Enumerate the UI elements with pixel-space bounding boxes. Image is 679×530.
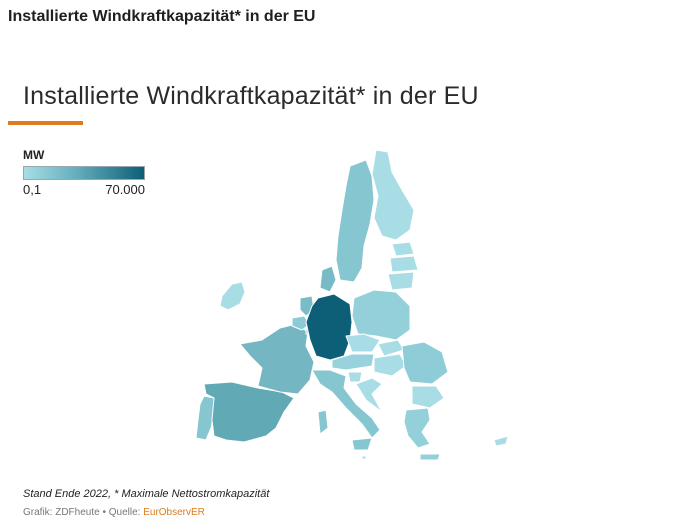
source-link[interactable]: EurObservER bbox=[143, 507, 205, 518]
region-austria[interactable] bbox=[331, 353, 375, 371]
region-portugal[interactable] bbox=[195, 395, 215, 441]
region-lithuania[interactable] bbox=[387, 271, 415, 291]
map-title: Installierte Windkraftkapazität* in der … bbox=[23, 82, 479, 110]
credit-line: Grafik: ZDFheute • Quelle: EurObservER bbox=[23, 507, 205, 518]
region-sweden[interactable] bbox=[335, 159, 375, 283]
title-accent-bar bbox=[8, 121, 83, 125]
region-italy[interactable] bbox=[311, 369, 381, 439]
region-cyprus[interactable] bbox=[493, 435, 509, 447]
legend-unit: MW bbox=[23, 148, 45, 162]
region-latvia[interactable] bbox=[389, 255, 419, 273]
region-crete[interactable] bbox=[419, 453, 441, 460]
region-belgium[interactable] bbox=[291, 315, 311, 331]
region-slovenia[interactable] bbox=[347, 371, 363, 383]
region-denmark[interactable] bbox=[319, 265, 337, 293]
region-estonia[interactable] bbox=[391, 241, 415, 257]
region-croatia[interactable] bbox=[355, 377, 383, 413]
region-malta[interactable] bbox=[361, 455, 367, 460]
eu-choropleth-map bbox=[195, 149, 509, 460]
region-sicily[interactable] bbox=[351, 437, 373, 451]
region-spain[interactable] bbox=[203, 381, 295, 443]
legend-gradient bbox=[23, 166, 145, 180]
region-hungary[interactable] bbox=[373, 353, 407, 377]
color-legend: MW 0,1 70.000 bbox=[23, 148, 147, 197]
footnote: Stand Ende 2022, * Maximale Nettostromka… bbox=[23, 488, 270, 500]
legend-max-label: 70.000 bbox=[105, 182, 145, 197]
page-heading: Installierte Windkraftkapazität* in der … bbox=[8, 8, 316, 25]
legend-min-label: 0,1 bbox=[23, 182, 42, 197]
region-romania[interactable] bbox=[401, 341, 449, 385]
region-bulgaria[interactable] bbox=[411, 385, 445, 409]
region-ireland[interactable] bbox=[219, 281, 246, 311]
region-france[interactable] bbox=[239, 323, 315, 395]
credit-prefix: Grafik: ZDFheute • Quelle: bbox=[23, 507, 144, 518]
legend-labels: 0,1 70.000 bbox=[23, 182, 145, 197]
region-czechia[interactable] bbox=[345, 333, 381, 353]
region-poland[interactable] bbox=[351, 289, 411, 341]
region-finland[interactable] bbox=[371, 149, 415, 241]
region-greece[interactable] bbox=[403, 407, 431, 449]
region-sardinia[interactable] bbox=[317, 409, 329, 435]
